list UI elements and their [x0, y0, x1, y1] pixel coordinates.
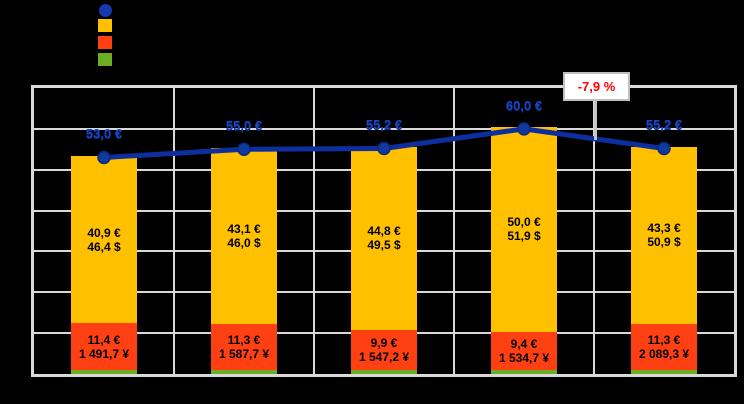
bar-segment-lower-segment [211, 323, 277, 370]
annotation-text: -7,9 % [577, 79, 616, 94]
annotation-box: -7,9 % [563, 72, 630, 101]
bar-value-label-lower-segment: 11,4 €1 491,7 ¥ [44, 333, 164, 361]
bar-value-label-lower-segment: 9,4 €1 534,7 ¥ [464, 337, 584, 365]
data-point-marker [517, 122, 531, 136]
bar-value-line: 2 089,3 ¥ [638, 346, 690, 361]
bar-value-label-lower-segment: 9,9 €1 547,2 ¥ [324, 336, 444, 364]
bar-value-line: 1 534,7 ¥ [498, 350, 550, 365]
bar-segment-base-segment [491, 370, 557, 374]
bar-value-line: 11,3 € [227, 332, 261, 347]
bar-value-line: 46,0 $ [227, 235, 261, 250]
data-point-marker [237, 142, 251, 157]
trend-line-chart [97, 122, 671, 165]
bar-value-line: 9,9 € [370, 335, 398, 350]
base-segment-swatch [98, 53, 112, 66]
line-value-label: 60,0 € [505, 97, 543, 113]
bar-segment-main-segment [71, 156, 137, 324]
bar-value-line: 1 547,2 ¥ [358, 349, 410, 364]
bar-value-label-lower-segment: 11,3 €1 587,7 ¥ [184, 333, 304, 361]
line-value-label: 55,0 € [225, 118, 263, 134]
bar-value-line: 50,9 $ [647, 235, 681, 250]
bar-value-line: 40,9 € [87, 225, 121, 240]
bar-segment-main-segment [631, 146, 697, 324]
bar-segment-base-segment [211, 370, 277, 374]
bar-value-line: 11,4 € [87, 332, 121, 347]
bar-segment-lower-segment [491, 331, 557, 370]
bar-segment-main-segment [351, 146, 417, 330]
bar-value-line: 43,1 € [227, 221, 261, 236]
line-value-label: 55,2 € [645, 117, 683, 133]
bar-value-line: 1 587,7 ¥ [218, 346, 270, 361]
bar-segment-main-segment [491, 127, 557, 332]
data-point-marker [377, 141, 391, 156]
bar-value-line: 50,0 € [507, 215, 541, 230]
bar-segment-base-segment [71, 370, 137, 374]
gridline-vertical [453, 88, 455, 374]
bar-value-line: 43,3 € [647, 221, 681, 236]
main-segment-swatch [98, 19, 112, 32]
bar-value-label-main-segment: 40,9 €46,4 $ [44, 226, 164, 254]
gridline-horizontal [34, 127, 734, 130]
bar-value-line: 44,8 € [367, 224, 401, 239]
bar-value-label-lower-segment: 11,3 €2 089,3 ¥ [604, 333, 724, 361]
line-value-label: 55,2 € [365, 117, 403, 133]
bar-segment-base-segment [631, 370, 697, 374]
gridline-vertical [593, 88, 595, 374]
bar-value-line: 1 491,7 ¥ [78, 346, 130, 361]
bar-segment-lower-segment [631, 323, 697, 370]
bar-value-line: 11,3 € [647, 332, 681, 347]
data-point-marker [97, 150, 111, 165]
bar-segment-base-segment [351, 370, 417, 374]
bar-value-label-main-segment: 44,8 €49,5 $ [324, 224, 444, 252]
line-series-swatch [99, 4, 112, 17]
line-value-label: 53,0 € [85, 126, 123, 142]
bar-value-line: 49,5 $ [367, 238, 401, 253]
gridline-vertical [313, 88, 315, 374]
bar-segment-lower-segment [71, 323, 137, 370]
data-point-marker [657, 141, 671, 156]
bar-value-label-main-segment: 43,1 €46,0 $ [184, 222, 304, 250]
bar-segment-lower-segment [351, 329, 417, 370]
bar-segment-main-segment [211, 147, 277, 324]
annotation-connector-line [594, 100, 597, 140]
bar-value-line: 51,9 $ [507, 229, 541, 244]
gridline-vertical [173, 88, 175, 374]
bar-value-label-main-segment: 43,3 €50,9 $ [604, 221, 724, 249]
bar-value-line: 46,4 $ [87, 239, 121, 254]
bar-value-line: 9,4 € [510, 336, 538, 351]
lower-segment-swatch [98, 36, 112, 49]
bar-value-label-main-segment: 50,0 €51,9 $ [464, 215, 584, 243]
plot-area: 11,4 €1 491,7 ¥40,9 €46,4 $11,3 €1 587,7… [31, 85, 737, 377]
